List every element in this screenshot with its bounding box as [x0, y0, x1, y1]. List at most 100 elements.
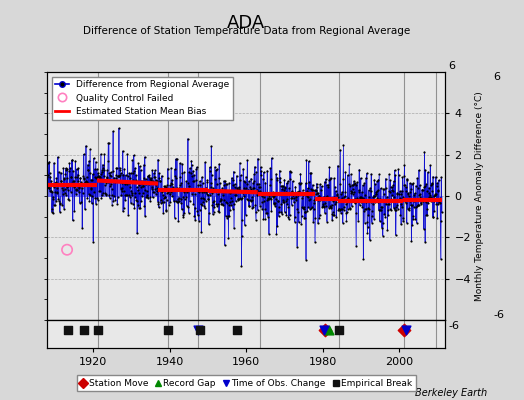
Point — [376, 207, 385, 214]
Point — [68, 157, 77, 163]
Point — [223, 200, 231, 206]
Point — [154, 198, 162, 205]
Point — [240, 178, 248, 184]
Point — [282, 180, 291, 186]
Point — [405, 207, 413, 213]
Point — [387, 184, 395, 190]
Point — [162, 208, 170, 214]
Point — [423, 206, 432, 212]
Point — [82, 174, 91, 180]
Point — [243, 181, 251, 187]
Point — [301, 209, 310, 216]
Point — [215, 208, 224, 215]
Point — [402, 220, 411, 226]
Point — [389, 188, 397, 194]
Point — [165, 187, 173, 194]
Point — [206, 180, 215, 186]
Point — [226, 198, 235, 205]
Point — [322, 182, 331, 188]
Point — [244, 186, 252, 193]
Point — [388, 184, 397, 190]
Point — [219, 192, 227, 198]
Point — [218, 185, 226, 191]
Point — [350, 178, 358, 184]
Point — [173, 199, 181, 205]
Point — [154, 201, 162, 208]
Point — [80, 176, 88, 182]
Point — [303, 192, 311, 199]
Point — [436, 197, 444, 203]
Point — [339, 142, 347, 148]
Point — [342, 200, 350, 207]
Point — [286, 176, 294, 182]
Point — [202, 184, 210, 191]
Point — [131, 193, 139, 200]
Point — [188, 162, 196, 168]
Point — [335, 206, 343, 212]
Point — [398, 204, 406, 210]
Point — [264, 195, 272, 202]
Point — [375, 198, 384, 204]
Point — [212, 201, 221, 207]
Point — [113, 165, 121, 172]
Point — [170, 198, 178, 204]
Point — [279, 198, 287, 205]
Point — [208, 190, 216, 196]
Point — [105, 195, 114, 201]
Point — [360, 180, 368, 187]
Point — [44, 159, 52, 166]
Point — [436, 218, 445, 224]
Point — [45, 185, 53, 191]
Point — [116, 167, 124, 173]
Point — [408, 180, 416, 187]
Point — [110, 193, 118, 199]
Point — [323, 184, 332, 190]
Point — [304, 204, 312, 210]
Point — [304, 158, 313, 165]
Point — [362, 198, 370, 205]
Point — [368, 220, 376, 226]
Point — [390, 194, 398, 201]
Point — [347, 171, 355, 178]
Point — [354, 217, 363, 224]
Point — [228, 198, 236, 204]
Point — [264, 195, 272, 202]
Point — [435, 195, 444, 202]
Point — [420, 226, 428, 232]
Point — [103, 167, 112, 173]
Point — [327, 205, 335, 211]
Point — [236, 194, 245, 201]
Point — [157, 200, 165, 206]
Point — [124, 211, 133, 218]
Point — [419, 186, 427, 193]
Point — [114, 173, 122, 180]
Point — [271, 196, 280, 202]
Point — [179, 214, 188, 220]
Point — [351, 200, 359, 206]
Y-axis label: Monthly Temperature Anomaly Difference (°C): Monthly Temperature Anomaly Difference (… — [475, 91, 484, 301]
Point — [320, 204, 329, 210]
Point — [253, 181, 261, 188]
Point — [438, 209, 446, 216]
Point — [358, 195, 367, 201]
Point — [309, 206, 318, 213]
Point — [141, 187, 149, 193]
Point — [216, 196, 225, 202]
Point — [60, 175, 69, 182]
Point — [171, 156, 180, 162]
Point — [283, 178, 292, 185]
Point — [318, 195, 326, 202]
Point — [221, 178, 230, 184]
Point — [134, 202, 143, 208]
Point — [409, 180, 418, 186]
Point — [239, 193, 248, 200]
Point — [261, 215, 269, 222]
Point — [421, 239, 429, 245]
Point — [287, 195, 296, 202]
Point — [132, 172, 140, 178]
Point — [435, 199, 443, 206]
Point — [262, 210, 270, 216]
Point — [377, 207, 385, 213]
Point — [255, 184, 264, 190]
Point — [265, 195, 274, 202]
